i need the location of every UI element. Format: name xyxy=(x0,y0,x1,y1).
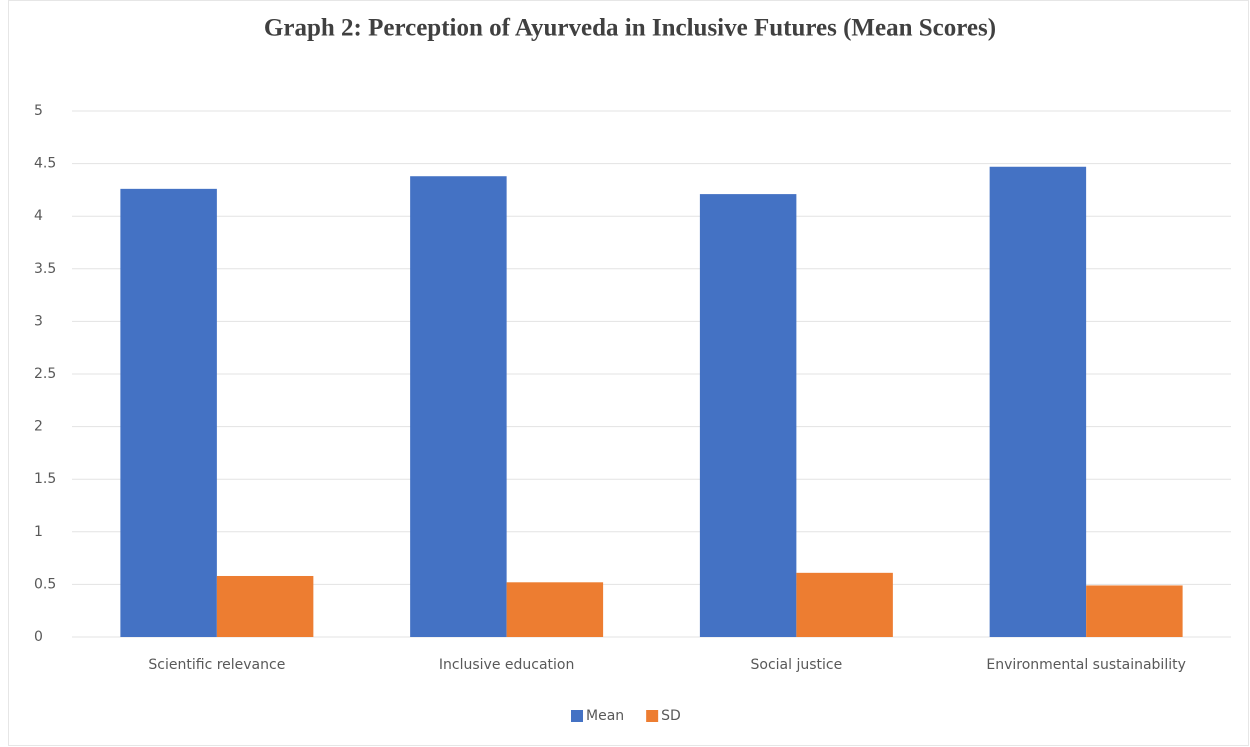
y-tick-label: 1 xyxy=(34,524,43,540)
bar xyxy=(796,572,893,637)
bar xyxy=(120,188,217,637)
y-tick-label: 0 xyxy=(34,629,43,645)
bar xyxy=(699,194,797,637)
y-tick-label: 4.5 xyxy=(34,156,56,172)
chart-title: Graph 2: Perception of Ayurveda in Inclu… xyxy=(264,15,996,42)
y-tick-label: 0.5 xyxy=(34,576,56,592)
y-tick-label: 2 xyxy=(34,419,43,435)
x-tick-label: Environmental sustainability xyxy=(986,657,1186,673)
y-tick-label: 4 xyxy=(34,208,43,224)
legend-swatch xyxy=(646,710,659,722)
legend-label: SD xyxy=(661,708,681,724)
y-tick-label: 5 xyxy=(34,103,43,119)
legend-swatch xyxy=(571,710,583,722)
x-tick-label: Scientific relevance xyxy=(148,657,285,673)
chart-border xyxy=(8,0,1249,746)
legend-label: Mean xyxy=(586,708,624,724)
bar xyxy=(216,575,314,637)
bar xyxy=(410,176,507,637)
y-tick-label: 1.5 xyxy=(34,471,56,487)
bar xyxy=(1086,585,1183,637)
x-tick-label: Social justice xyxy=(751,657,843,673)
bar xyxy=(506,582,604,637)
y-tick-label: 3.5 xyxy=(34,261,56,277)
y-tick-label: 2.5 xyxy=(34,366,56,382)
bar xyxy=(989,166,1087,638)
x-tick-label: Inclusive education xyxy=(439,657,574,673)
y-tick-label: 3 xyxy=(34,313,43,329)
